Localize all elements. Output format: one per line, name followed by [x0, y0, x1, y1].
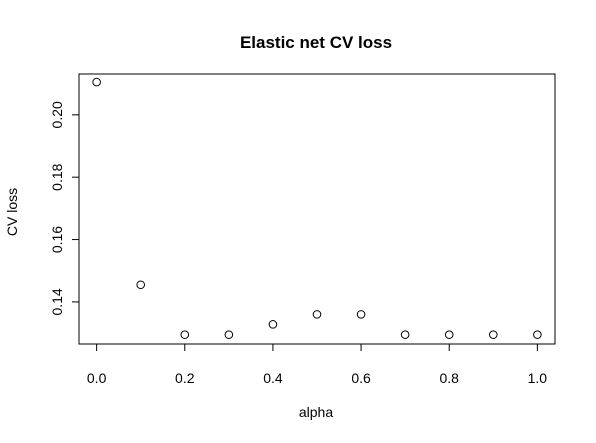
x-tick-label: 0.0: [87, 370, 107, 386]
x-tick-label: 0.8: [439, 370, 459, 386]
data-point: [224, 330, 234, 339]
x-tick-label: 0.2: [175, 370, 195, 386]
y-tick-label: 0.16: [49, 226, 65, 253]
data-point: [533, 330, 542, 339]
data-point: [356, 310, 366, 319]
data-points: [92, 77, 542, 339]
x-axis: 0.0 0.2 0.4 0.6 0.8 1.0: [87, 343, 548, 386]
y-tick-label: 0.18: [49, 163, 65, 190]
data-point: [488, 330, 498, 339]
data-point: [312, 310, 322, 319]
x-tick-label: 0.4: [263, 370, 283, 386]
y-tick-label: 0.20: [49, 101, 65, 128]
data-point: [136, 280, 146, 290]
data-point: [180, 330, 190, 339]
data-point: [444, 330, 454, 339]
plot-frame: [78, 73, 556, 345]
chart-title: Elastic net CV loss: [240, 33, 392, 52]
data-point: [268, 320, 278, 329]
y-axis-label: CV loss: [4, 188, 20, 236]
data-point: [400, 330, 410, 339]
y-tick-label: 0.14: [49, 288, 65, 315]
y-axis: 0.14 0.16 0.18 0.20: [49, 101, 80, 316]
x-axis-label: alpha: [299, 404, 333, 420]
data-point: [92, 77, 101, 87]
x-tick-label: 0.6: [351, 370, 371, 386]
x-tick-label: 1.0: [528, 370, 548, 386]
